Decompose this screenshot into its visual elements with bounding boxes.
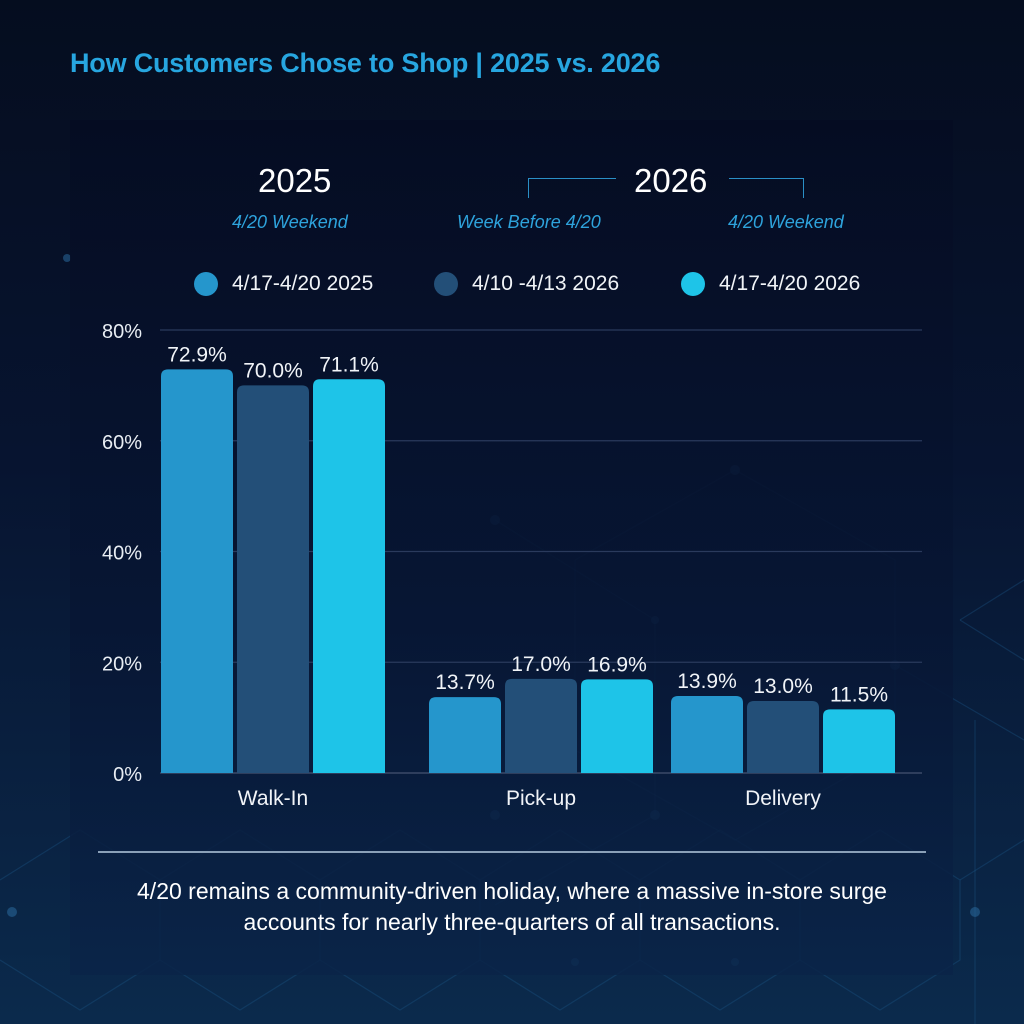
- legend-swatch-series-3: [681, 272, 705, 296]
- legend-label-series-3: 4/17-4/20 2026: [719, 272, 861, 295]
- bar: [505, 678, 577, 773]
- header-2026-subtitle-week-before: Week Before 4/20: [457, 212, 601, 232]
- legend-swatch-series-2: [434, 272, 458, 296]
- bar: [823, 709, 895, 773]
- bar-value-label: 17.0%: [511, 653, 571, 676]
- legend-label-series-1: 4/17-4/20 2025: [232, 272, 374, 295]
- legend-item-series-3: 4/17-4/20 2026: [681, 270, 860, 298]
- bar-value-label: 70.0%: [243, 359, 303, 382]
- header-year-2026: 2026: [634, 162, 708, 199]
- legend-swatch-series-1: [194, 272, 218, 296]
- bar-value-label: 13.9%: [677, 670, 737, 693]
- bar-value-label: 11.5%: [830, 683, 888, 706]
- y-tick-label: 40%: [102, 543, 142, 565]
- bar-value-label: 13.7%: [435, 671, 495, 694]
- bracket-right-horizontal: [729, 178, 804, 179]
- legend-item-series-2: 4/10 -4/13 2026: [434, 270, 619, 298]
- y-tick-label: 20%: [102, 653, 142, 675]
- bar-value-label: 71.1%: [319, 353, 379, 376]
- caption-divider: [98, 851, 926, 853]
- header-2025-subtitle: 4/20 Weekend: [232, 212, 348, 232]
- bar: [581, 679, 653, 773]
- header-2026-subtitle-weekend: 4/20 Weekend: [728, 212, 844, 232]
- header-year-2025: 2025: [258, 162, 332, 199]
- bar-value-label: 16.9%: [587, 653, 647, 676]
- chart-title: How Customers Chose to Shop | 2025 vs. 2…: [70, 48, 661, 78]
- bracket-right-vertical: [803, 178, 804, 198]
- y-tick-label: 60%: [102, 432, 142, 454]
- y-tick-label: 0%: [113, 764, 142, 786]
- legend-label-series-2: 4/10 -4/13 2026: [472, 272, 620, 295]
- y-tick-label: 80%: [102, 321, 142, 343]
- bracket-left-horizontal: [528, 178, 616, 179]
- bar: [237, 385, 309, 773]
- bar-value-label: 72.9%: [167, 343, 227, 366]
- bar: [161, 369, 233, 773]
- bar-value-label: 13.0%: [753, 675, 813, 698]
- x-category-label: Walk-In: [238, 787, 308, 810]
- x-category-label: Pick-up: [506, 787, 576, 810]
- bar: [671, 696, 743, 773]
- x-category-label: Delivery: [745, 787, 821, 810]
- bracket-left-vertical: [528, 178, 529, 198]
- bar: [429, 697, 501, 773]
- legend-item-series-1: 4/17-4/20 2025: [194, 270, 373, 298]
- bar: [313, 379, 385, 773]
- caption-text: 4/20 remains a community-driven holiday,…: [137, 878, 887, 935]
- bar: [747, 701, 819, 773]
